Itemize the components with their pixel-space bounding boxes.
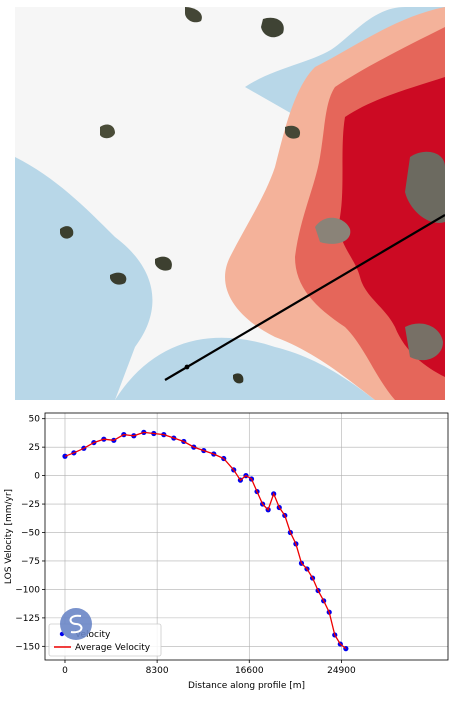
x-axis-label: Distance along profile [m] — [188, 681, 305, 691]
terrain-patch — [110, 272, 127, 285]
terrain-patch — [315, 217, 351, 244]
light-blue-zone-west — [35, 207, 97, 308]
logo-swirl-icon — [69, 614, 83, 634]
terrain-patch — [60, 226, 74, 239]
y-tick-label: −75 — [21, 557, 40, 567]
y-tick-label: 25 — [29, 443, 40, 453]
y-tick-label: −25 — [21, 500, 40, 510]
chart-svg: 50 25 0 −25 −50 −75 −100 −125 −150 0 8300 16600 2490… — [4, 412, 449, 691]
profile-line — [164, 214, 445, 381]
y-tick-label: −100 — [15, 585, 40, 595]
terrain-patch — [405, 151, 445, 223]
dark-red-zone — [339, 77, 445, 377]
x-tick-label: 24900 — [327, 666, 356, 676]
average-velocity-line — [64, 431, 347, 650]
y-tick-label: 0 — [34, 472, 40, 482]
x-tick-label: 8300 — [146, 666, 169, 676]
y-axis-label: LOS Velocity [mm/yr] — [4, 489, 14, 584]
x-tick-label: 0 — [62, 666, 68, 676]
y-tick-label: −125 — [15, 614, 40, 624]
velocity-map-graphic — [15, 7, 445, 400]
y-tick-label: 50 — [29, 415, 41, 425]
velocity-map — [15, 7, 445, 400]
terrain-patch — [233, 373, 244, 384]
terrain-patch — [261, 17, 284, 38]
terrain-patch — [405, 323, 443, 361]
series-layer — [62, 429, 349, 652]
light-blue-zone-south — [115, 337, 375, 400]
terrain-patch — [155, 256, 172, 271]
velocity-profile-chart: 50 25 0 −25 −50 −75 −100 −125 −150 0 8300 16600 2490… — [0, 404, 459, 701]
profile-marker — [184, 364, 190, 370]
legend-average-label: Average Velocity — [75, 643, 151, 653]
terrain-patch — [285, 125, 301, 139]
terrain-patch — [100, 124, 115, 139]
grid-layer — [45, 413, 448, 660]
app-logo — [60, 608, 92, 640]
x-tick-label: 16600 — [235, 666, 264, 676]
legend-velocity-label: Velocity — [75, 630, 111, 640]
y-tick-label: −150 — [15, 642, 40, 652]
y-tick-label: −50 — [21, 529, 40, 539]
tick-layer: 50 25 0 −25 −50 −75 −100 −125 −150 0 8300 16600 2490… — [15, 415, 356, 676]
terrain-patch — [185, 7, 202, 23]
axes-frame — [44, 412, 449, 661]
